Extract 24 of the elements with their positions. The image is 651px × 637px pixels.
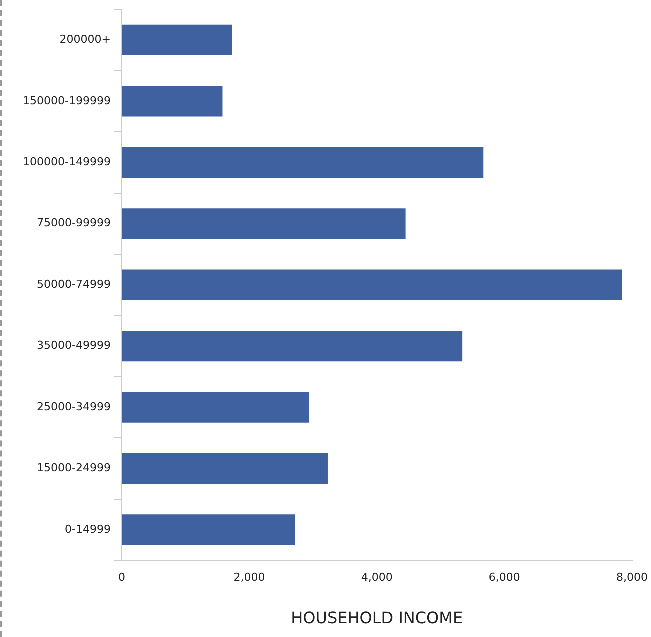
x-tick-label: 0 [118, 571, 126, 584]
x-tick-label: 4,000 [361, 571, 393, 584]
bar [122, 270, 622, 300]
x-axis-title: HOUSEHOLD INCOME [291, 608, 464, 628]
bar [122, 147, 484, 178]
x-tick-label: 2,000 [234, 571, 266, 584]
bar [122, 24, 232, 56]
x-tick-label: 6,000 [488, 571, 520, 584]
y-tick-label: 75000-99999 [36, 216, 111, 230]
bar [122, 514, 296, 546]
y-tick-label: 15000-24999 [36, 462, 111, 475]
y-tick-label: 0-14999 [64, 522, 111, 536]
x-tick-label: 8,000 [616, 571, 648, 584]
y-tick-label: 35000-49999 [36, 339, 111, 352]
bar [122, 331, 463, 362]
bar [122, 86, 223, 117]
y-tick-label: 150000-199999 [23, 94, 111, 108]
y-tick-label: 100000-149999 [23, 156, 111, 169]
y-tick-label: 200000+ [60, 33, 111, 46]
bar [122, 208, 406, 240]
bar [122, 392, 310, 423]
bar [122, 453, 328, 484]
y-tick-label: 50000-74999 [36, 278, 111, 291]
y-tick-label: 25000-34999 [36, 400, 111, 414]
